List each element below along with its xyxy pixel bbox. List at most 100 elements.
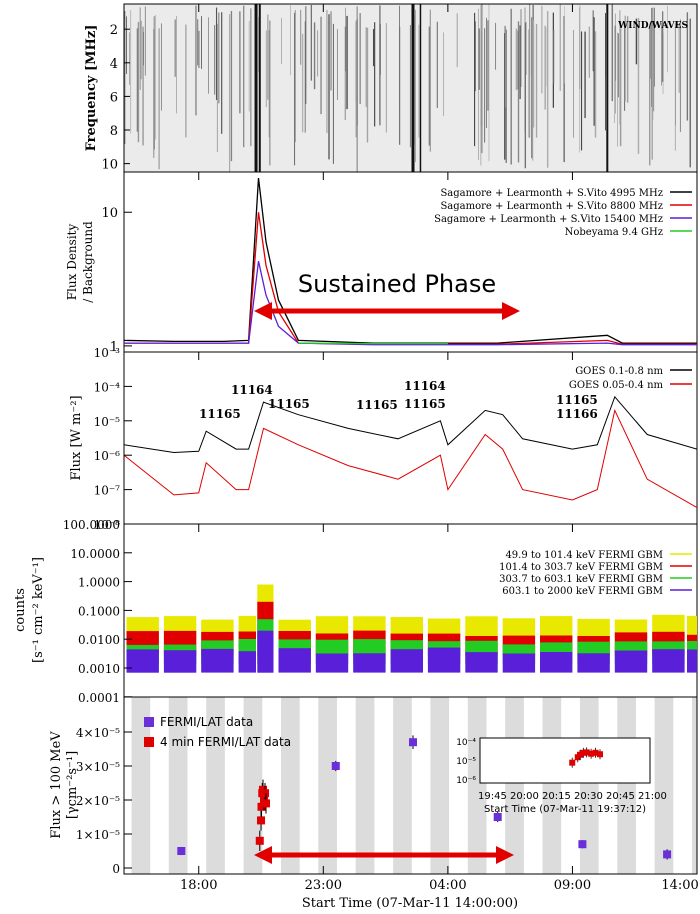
gbm-count-curves [126,584,697,673]
series-band [465,652,498,673]
series-band [502,653,536,673]
legend-label: 49.9 to 101.4 keV FERMI GBM [505,550,663,561]
series-band [577,653,610,673]
inset-point [569,759,576,766]
x-axis-ticks: 18:00 23:00 04:00 09:00 14:00 [180,4,699,893]
ytick-label: 4×10⁻⁵ [76,726,120,740]
region-label: 11164 [231,383,273,397]
panel5-yticks: 4×10⁻⁵ 3×10⁻⁵ 2×10⁻⁵ 1×10⁻⁵ 0 [76,726,132,876]
panel1-yticks: 2 4 6 8 10 [101,23,130,173]
ytick-label: 10 [101,158,118,173]
spectrum-bursts [124,4,692,172]
band [318,697,337,874]
series-line [124,408,697,509]
legend-label: Sagamore + Learmonth + S.Vito 8800 MHz [440,201,663,212]
ytick-label: 6 [110,90,118,105]
xtick-label: 09:00 [554,878,591,893]
sustained-phase-label: Sustained Phase [298,270,496,298]
data-point [493,813,502,821]
ytick-label: 10⁻³ [94,346,121,360]
panel-lat: Flux > 100 MeV [γcm⁻²s⁻¹] 4×10⁻⁵ 3×10⁻⁵ 2×… [49,696,698,876]
legend-label: Sagamore + Learmonth + S.Vito 4995 MHz [440,188,663,199]
data-point [257,802,266,811]
series-line [124,178,697,344]
ytick-label: 0.0001 [78,691,120,705]
series-band [390,617,423,639]
series-band [163,650,197,673]
legend-swatch [144,737,154,747]
series-band [427,647,461,673]
legend-label: 101.4 to 303.7 keV FERMI GBM [499,562,663,573]
ytick-label: 10 [101,206,118,221]
ytick-label: 1×10⁻⁵ [76,828,120,842]
band [355,697,375,874]
legend-label: Nobeyama 9.4 GHz [565,227,663,238]
region-label: 11165 [199,407,241,421]
panel3-legend: GOES 0.1-0.8 nm GOES 0.05-0.4 nm [569,366,692,391]
sustained-phase-arrow-top [254,302,520,320]
xtick-label: 23:00 [305,878,342,893]
legend-label: 603.1 to 2000 keV FERMI GBM [502,586,663,597]
series-band [687,649,697,673]
inset-xticks: 19:45 20:00 20:15 20:30 20:45 21:00 [478,791,667,802]
panel4-yticks: 100.0000 10.0000 1.0000 0.1000 0.0100 0.0010 0… [63,518,132,705]
legend-label: FERMI/LAT data [160,715,253,729]
inset-point [588,750,595,757]
x-axis-label: Start Time (07-Mar-11 14:00:00) [302,896,518,911]
series-line [124,261,697,346]
panel2-legend: Sagamore + Learmonth + S.Vito 4995 MHz Sa… [434,188,692,238]
band [281,697,300,874]
inset-point [583,749,590,756]
sustained-phase-arrow-bottom [254,846,514,864]
band [654,697,674,874]
series-band [315,653,349,673]
inset-xlabel: Start Time (07-Mar-11 19:37:12) [484,804,646,815]
series-band [540,652,573,673]
series-band [652,649,685,673]
ytick-label: 10⁻⁸ [94,518,121,532]
data-point [261,789,270,798]
xtick-label: 18:00 [180,878,217,893]
series-band [353,653,386,673]
ytick-label: 10.0000 [70,547,120,561]
series-band [238,651,256,673]
xtick-label: 04:00 [429,878,466,893]
inset-point [580,749,587,756]
band [430,697,450,874]
region-label: 11164 [404,379,446,393]
ytick-label: 2×10⁻⁵ [76,794,120,808]
inset-point [597,751,603,758]
series-band [465,616,498,639]
inset-point [577,751,583,758]
inset-frame [479,737,651,784]
panel1-ylabel: Frequency [MHz] [84,25,99,152]
inset-point [592,749,599,756]
ytick-label: 3×10⁻⁵ [76,760,120,774]
panel5-legend: FERMI/LAT data 4 min FERMI/LAT data [144,715,291,749]
band [617,697,636,874]
panel3-frame [123,351,698,525]
panel3-yticks: 10⁻³ 10⁻⁴ 10⁻⁵ 10⁻⁶ 10⁻⁷ 10⁻⁸ [94,346,132,532]
ytick-label: 0.1000 [78,604,120,618]
panel4-ylabel-line1: counts [13,588,28,632]
xtick-label: 14:00 [661,878,698,893]
panel-goes: Flux [W m⁻²] 10⁻³ 10⁻⁴ 10⁻⁵ 10⁻⁶ 10⁻⁷ 10⁻⁸ GO… [69,346,698,532]
lat-inset: 10⁻⁴ 10⁻⁵ 10⁻⁶ 19:45 20:00 20:15 20:30 2… [456,737,667,815]
panel4-ylabel-line2: [s⁻¹ cm⁻² keV⁻¹] [31,557,46,663]
series-line [124,395,697,454]
legend-label: 303.7 to 603.1 keV FERMI GBM [499,574,663,585]
panel2-frame [123,171,698,353]
ytick-label: 100.0000 [63,518,120,532]
lat-points [177,735,672,860]
inset-ytick: 10⁻⁴ [456,738,476,748]
ytick-label: 1 [110,340,118,355]
legend-label: GOES 0.1-0.8 nm [575,366,663,377]
ytick-label: 4 [110,57,118,72]
region-label: 11165 [404,397,446,411]
ytick-label: 1.0000 [78,576,120,590]
band [542,697,562,874]
panel2-ylabel-line1: Flux Density [65,224,79,301]
panel2-yticks: 10 1 [101,206,132,355]
data-point [255,836,264,845]
panel5-ylabel-line2: [γcm⁻²s⁻¹] [65,751,80,819]
